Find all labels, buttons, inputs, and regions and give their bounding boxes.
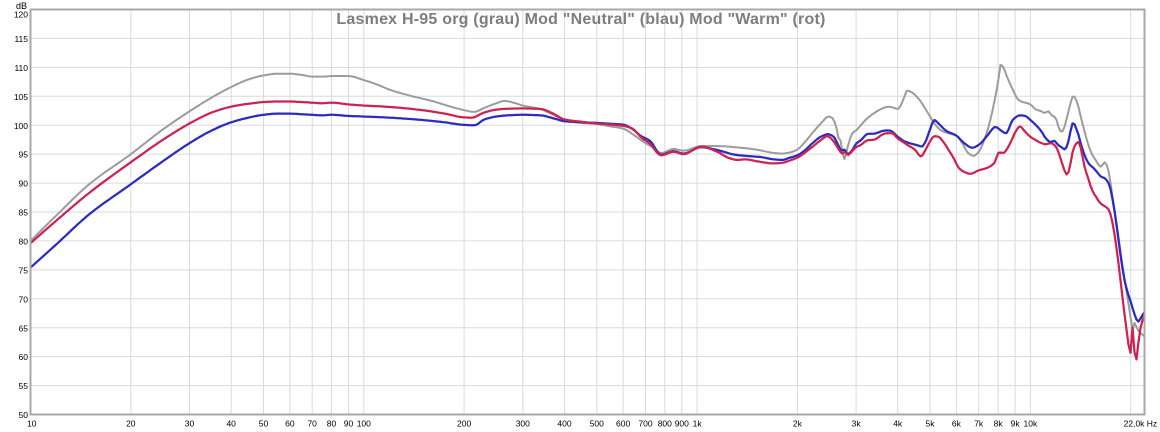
svg-text:55: 55 xyxy=(19,381,29,391)
svg-text:22,0k Hz: 22,0k Hz xyxy=(1124,419,1158,429)
svg-text:80: 80 xyxy=(327,419,337,429)
svg-text:Lasmex H-95 org (grau) Mod "Ne: Lasmex H-95 org (grau) Mod "Neutral" (bl… xyxy=(336,11,825,28)
svg-text:900: 900 xyxy=(675,419,689,429)
svg-text:90: 90 xyxy=(344,419,354,429)
svg-text:8k: 8k xyxy=(994,419,1004,429)
svg-text:90: 90 xyxy=(19,179,29,189)
svg-text:50: 50 xyxy=(19,410,29,420)
svg-text:50: 50 xyxy=(259,419,269,429)
svg-text:2k: 2k xyxy=(793,419,803,429)
svg-text:120: 120 xyxy=(14,10,28,20)
svg-text:5k: 5k xyxy=(926,419,936,429)
svg-text:6k: 6k xyxy=(952,419,962,429)
svg-text:400: 400 xyxy=(557,419,571,429)
svg-text:1k: 1k xyxy=(693,419,703,429)
svg-text:600: 600 xyxy=(616,419,630,429)
svg-text:3k: 3k xyxy=(852,419,862,429)
svg-text:9k: 9k xyxy=(1011,419,1021,429)
svg-text:40: 40 xyxy=(226,419,236,429)
svg-text:100: 100 xyxy=(14,121,28,131)
svg-text:10k: 10k xyxy=(1024,419,1038,429)
svg-text:60: 60 xyxy=(19,352,29,362)
svg-text:100: 100 xyxy=(357,419,371,429)
svg-text:80: 80 xyxy=(19,237,29,247)
svg-text:85: 85 xyxy=(19,208,29,218)
svg-text:115: 115 xyxy=(14,34,28,44)
svg-text:105: 105 xyxy=(14,92,28,102)
svg-text:30: 30 xyxy=(185,419,195,429)
svg-text:500: 500 xyxy=(590,419,604,429)
svg-text:dB: dB xyxy=(16,1,27,11)
svg-text:65: 65 xyxy=(19,323,29,333)
svg-text:20: 20 xyxy=(126,419,136,429)
svg-text:7k: 7k xyxy=(974,419,984,429)
svg-text:800: 800 xyxy=(658,419,672,429)
svg-text:4k: 4k xyxy=(893,419,903,429)
svg-text:70: 70 xyxy=(19,294,29,304)
svg-text:700: 700 xyxy=(638,419,652,429)
svg-text:60: 60 xyxy=(285,419,295,429)
svg-text:75: 75 xyxy=(19,266,29,276)
svg-text:70: 70 xyxy=(307,419,317,429)
svg-text:300: 300 xyxy=(516,419,530,429)
svg-text:110: 110 xyxy=(14,63,28,73)
svg-text:10: 10 xyxy=(27,419,37,429)
svg-text:200: 200 xyxy=(457,419,471,429)
svg-text:95: 95 xyxy=(19,150,29,160)
